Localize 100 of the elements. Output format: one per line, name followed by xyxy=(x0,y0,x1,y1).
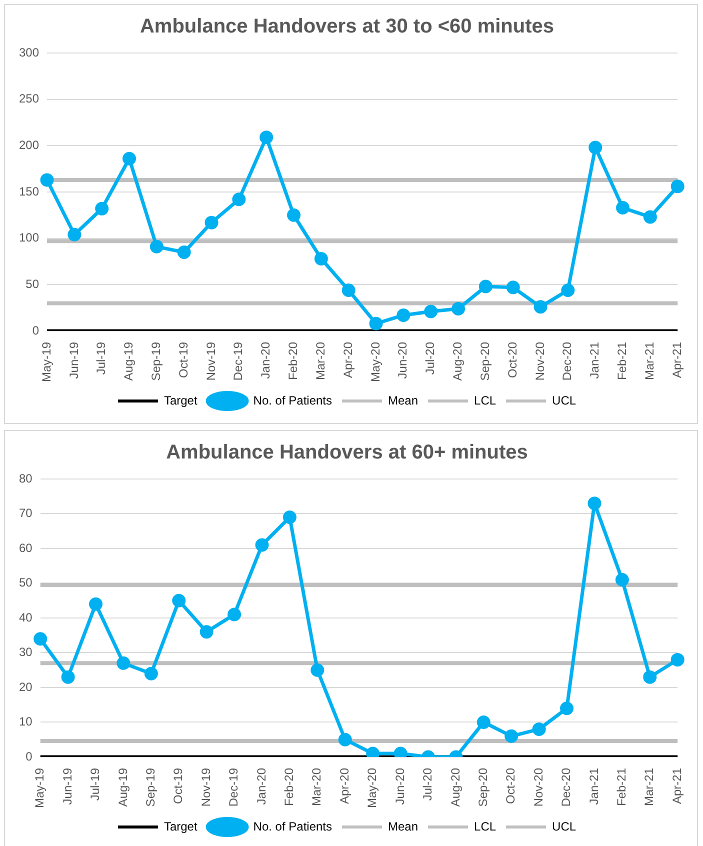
point xyxy=(40,173,54,187)
point xyxy=(116,656,130,670)
x-tick-label: Feb-20 xyxy=(282,768,296,806)
y-tick-label: 30 xyxy=(18,645,33,660)
y-tick-label: 50 xyxy=(18,576,33,590)
x-tick-label: Aug-19 xyxy=(116,768,130,807)
point xyxy=(172,594,186,608)
x-tick-label: Sep-19 xyxy=(149,342,163,381)
x-tick-label: Feb-21 xyxy=(614,768,628,806)
x-tick-label: Dec-20 xyxy=(560,342,574,381)
x-tick-label: May-20 xyxy=(365,768,380,808)
legend-label: Mean xyxy=(388,819,418,834)
point xyxy=(616,200,630,214)
point xyxy=(643,670,657,684)
point xyxy=(150,240,164,254)
y-tick-label: 150 xyxy=(18,184,40,198)
point xyxy=(476,715,490,729)
y-tick-label: 10 xyxy=(18,714,33,729)
point xyxy=(122,152,136,166)
y-tick-label: 60 xyxy=(18,540,33,555)
x-tick-label: Feb-20 xyxy=(286,342,300,380)
x-tick-label: Jun-19 xyxy=(66,342,81,379)
point xyxy=(369,316,383,330)
x-tick-label: Jul-19 xyxy=(94,342,108,375)
x-tick-label: Jul-20 xyxy=(420,768,435,801)
x-tick-label: Mar-20 xyxy=(310,768,324,806)
x-tick-label: Mar-21 xyxy=(642,768,656,806)
x-tick-label: Jun-20 xyxy=(392,768,407,805)
point xyxy=(287,208,301,222)
x-tick-label: Apr-21 xyxy=(670,342,684,378)
point xyxy=(452,302,466,316)
x-tick-label: Mar-20 xyxy=(314,342,328,380)
x-tick-label: Jan-21 xyxy=(588,342,602,379)
y-tick-label: 70 xyxy=(18,506,33,520)
y-tick-label: 80 xyxy=(18,471,33,486)
x-tick-label: Mar-21 xyxy=(642,342,656,380)
point xyxy=(478,280,492,294)
x-tick-label: Dec-19 xyxy=(226,768,241,807)
x-tick-label: Nov-20 xyxy=(531,768,546,807)
point xyxy=(670,180,684,194)
point xyxy=(342,283,356,297)
x-tick-label: May-19 xyxy=(32,768,47,808)
point xyxy=(282,510,296,524)
x-tick-label: Oct-19 xyxy=(176,342,190,378)
point xyxy=(228,608,242,622)
legend-label: UCL xyxy=(552,393,576,408)
y-tick-label: 50 xyxy=(26,276,40,291)
point xyxy=(504,729,518,743)
point xyxy=(670,652,684,666)
point xyxy=(338,732,352,746)
chart-title: Ambulance Handovers at 60+ minutes xyxy=(166,442,528,464)
x-tick-label: Dec-20 xyxy=(559,768,574,807)
x-tick-label: Jun-20 xyxy=(396,342,410,379)
point xyxy=(200,625,214,639)
point xyxy=(95,202,109,216)
x-tick-label: Dec-19 xyxy=(231,342,246,381)
x-tick-label: Apr-20 xyxy=(337,768,352,804)
x-tick-label: Jun-19 xyxy=(60,768,74,805)
x-tick-label: Jul-19 xyxy=(88,768,102,801)
x-tick-label: May-19 xyxy=(39,342,54,382)
legend-label: No. of Patients xyxy=(253,819,332,834)
x-tick-label: Apr-20 xyxy=(340,342,355,378)
x-tick-label: Nov-19 xyxy=(198,768,213,807)
x-tick-label: Apr-21 xyxy=(670,768,684,804)
x-tick-label: Jan-20 xyxy=(258,342,273,379)
point xyxy=(561,283,575,297)
point xyxy=(89,597,103,611)
x-tick-label: Jan-21 xyxy=(586,768,601,805)
point xyxy=(588,496,602,510)
x-tick-label: Oct-19 xyxy=(171,768,186,804)
y-tick-label: 250 xyxy=(18,92,40,106)
point xyxy=(314,252,328,266)
legend-label: No. of Patients xyxy=(253,393,332,408)
point xyxy=(615,573,629,587)
point xyxy=(177,245,191,259)
x-tick-label: Jan-20 xyxy=(254,768,268,805)
point xyxy=(424,304,438,318)
x-tick-label: Jul-20 xyxy=(423,342,438,375)
point xyxy=(310,663,324,677)
legend-label: Target xyxy=(164,393,198,408)
x-tick-label: Nov-19 xyxy=(204,342,218,381)
point xyxy=(506,280,520,294)
point xyxy=(260,130,274,144)
point xyxy=(34,632,48,646)
legend-label: Target xyxy=(164,819,198,834)
point xyxy=(588,140,602,154)
y-tick-label: 40 xyxy=(18,610,33,624)
legend-label: LCL xyxy=(474,393,496,408)
y-tick-label: 0 xyxy=(32,323,40,338)
legend-label: Mean xyxy=(388,393,418,408)
x-tick-label: Aug-20 xyxy=(448,768,462,807)
x-tick-label: Oct-20 xyxy=(504,768,518,804)
y-tick-label: 0 xyxy=(26,749,33,764)
point xyxy=(534,300,548,314)
point xyxy=(396,308,410,322)
x-tick-label: Aug-19 xyxy=(122,342,136,381)
x-tick-label: Sep-20 xyxy=(478,342,492,381)
x-tick-label: Aug-20 xyxy=(450,342,465,381)
x-tick-label: Sep-19 xyxy=(143,768,158,807)
x-tick-label: Sep-20 xyxy=(476,768,490,807)
